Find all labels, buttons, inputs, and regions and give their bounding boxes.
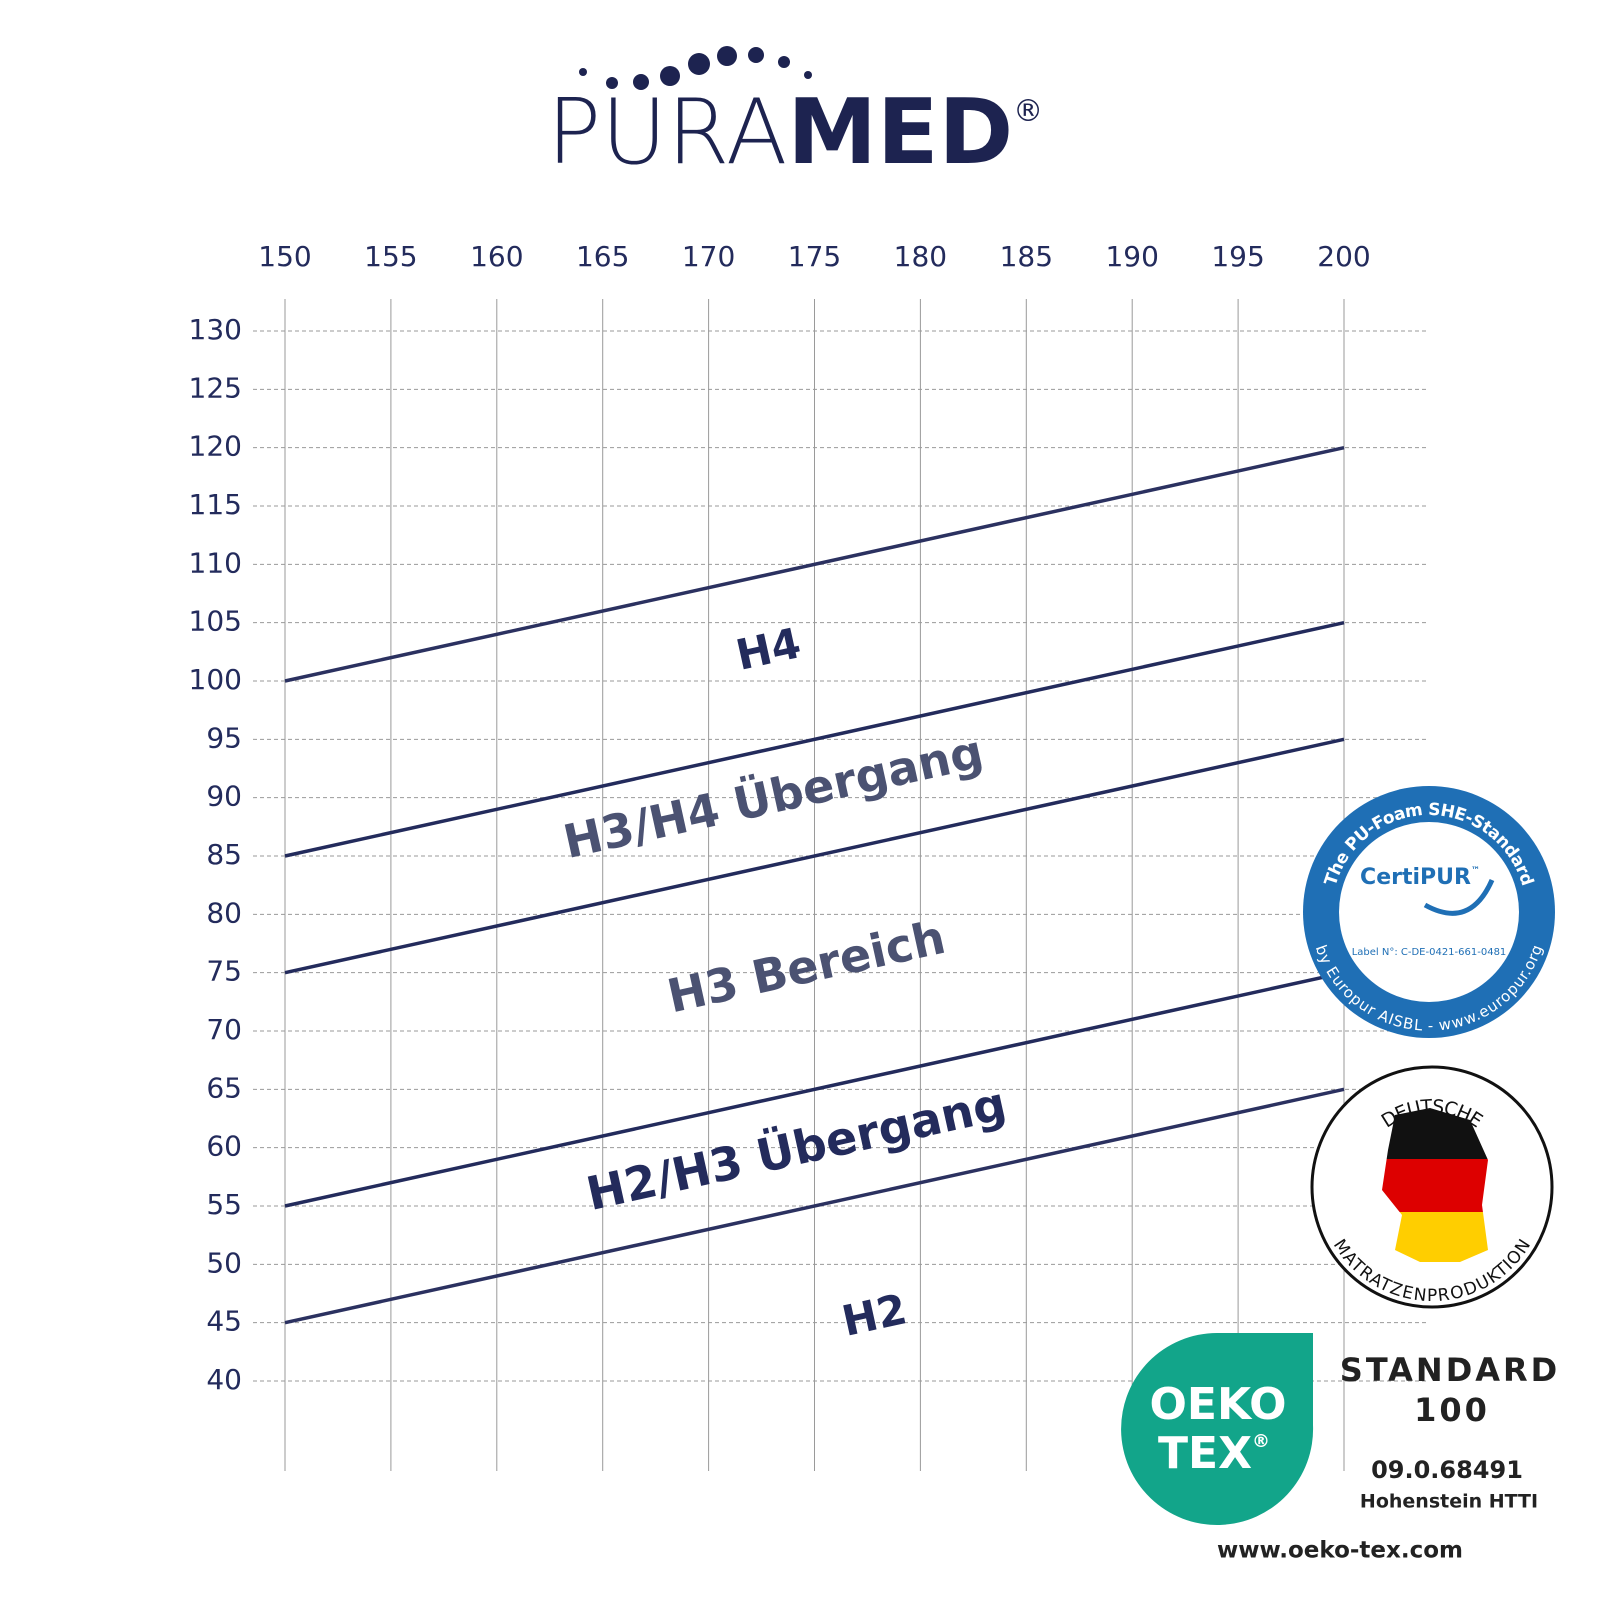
y-tick-label: 55 bbox=[206, 1188, 242, 1221]
y-tick-label: 125 bbox=[189, 371, 242, 404]
deutsche-badge: DEUTSCHE MATRATZENPRODUKTION bbox=[1310, 1065, 1554, 1309]
x-tick-label: 195 bbox=[1211, 240, 1264, 273]
y-tick-label: 90 bbox=[206, 780, 242, 813]
y-tick-label: 70 bbox=[206, 1013, 242, 1046]
y-tick-label: 120 bbox=[189, 430, 242, 463]
x-tick-label: 185 bbox=[1000, 240, 1053, 273]
oekotex-institute: Hohenstein HTTI bbox=[1360, 1491, 1538, 1513]
y-tick-label: 50 bbox=[206, 1246, 242, 1279]
line bbox=[284, 970, 1345, 1208]
certipur-badge: The PU-Foam SHE-Standard by Europur AISB… bbox=[1303, 786, 1555, 1038]
oekotex-code: 09.0.68491 bbox=[1371, 1456, 1523, 1484]
y-tick-label: 80 bbox=[206, 896, 242, 929]
y-tick-label: 45 bbox=[206, 1305, 242, 1338]
certipur-name: CertiPUR™ bbox=[1360, 865, 1480, 890]
logo-mark: ® bbox=[1013, 94, 1043, 129]
x-tick-label: 165 bbox=[576, 240, 629, 273]
y-tick-label: 115 bbox=[189, 488, 242, 521]
oekotex-standard: STANDARD bbox=[1340, 1351, 1560, 1389]
oekotex-line1: OEKO bbox=[1150, 1379, 1287, 1430]
x-tick-label: 200 bbox=[1317, 240, 1370, 273]
x-tick-label: 160 bbox=[470, 240, 523, 273]
y-tick-label: 100 bbox=[189, 663, 242, 696]
certipur-label: Label N°: C-DE-0421-661-0481 bbox=[1352, 947, 1507, 958]
chart: 150 155 160 165 170 175 180 185 190 195 200 40 45 50 5… bbox=[189, 240, 1427, 1471]
certipur-tm: ™ bbox=[1471, 866, 1480, 876]
certipur-name-text: CertiPUR bbox=[1360, 865, 1471, 890]
line bbox=[284, 445, 1345, 683]
oekotex-badge: OEKO TEX® STANDARD 100 09.0.68491 Hohens… bbox=[1121, 1333, 1560, 1564]
y-tick-label: 130 bbox=[189, 313, 242, 346]
x-tick-label: 155 bbox=[364, 240, 417, 273]
x-tick-label: 180 bbox=[894, 240, 947, 273]
y-tick-label: 110 bbox=[189, 546, 242, 579]
german-flag-map bbox=[1382, 1108, 1488, 1262]
x-tick-label: 170 bbox=[682, 240, 735, 273]
certipur-swoosh bbox=[1423, 878, 1495, 916]
y-tick-label: 40 bbox=[206, 1363, 242, 1396]
y-tick-label: 75 bbox=[206, 955, 242, 988]
oekotex-mark: ® bbox=[1252, 1431, 1270, 1452]
logo: PURAMED® bbox=[547, 80, 1043, 185]
x-tick-label: 190 bbox=[1105, 240, 1158, 273]
oekotex-line2-text: TEX bbox=[1158, 1428, 1252, 1479]
y-tick-label: 85 bbox=[206, 838, 242, 871]
oekotex-line2: TEX® bbox=[1158, 1428, 1270, 1479]
line bbox=[284, 620, 1345, 858]
y-tick-label: 65 bbox=[206, 1071, 242, 1104]
oekotex-number: 100 bbox=[1414, 1391, 1490, 1429]
y-tick-label: 60 bbox=[206, 1130, 242, 1163]
y-tick-label: 105 bbox=[189, 605, 242, 638]
logo-bold: MED bbox=[787, 80, 1013, 185]
oekotex-url: www.oeko-tex.com bbox=[1217, 1538, 1463, 1564]
line bbox=[284, 737, 1345, 975]
line bbox=[284, 1087, 1345, 1325]
x-tick-label: 150 bbox=[258, 240, 311, 273]
logo-dots bbox=[579, 46, 812, 90]
y-tick-label: 95 bbox=[206, 721, 242, 754]
logo-light: PURA bbox=[547, 80, 788, 185]
x-tick-label: 175 bbox=[788, 240, 841, 273]
oekotex-shape bbox=[1121, 1333, 1314, 1525]
